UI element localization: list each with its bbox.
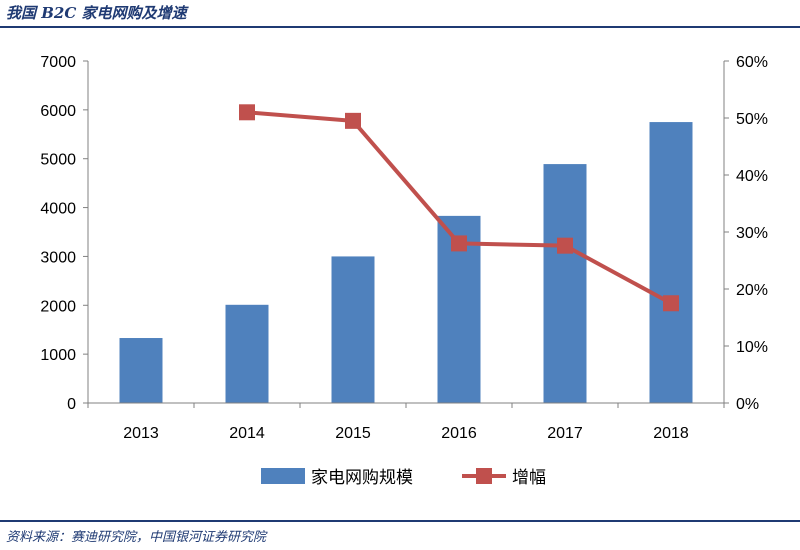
growth-marker	[345, 112, 361, 129]
source-note: 资料来源：赛迪研究院，中国银河证券研究院	[6, 530, 267, 545]
y-left-tick-label: 3000	[40, 249, 76, 266]
x-tick-label: 2016	[441, 425, 477, 442]
x-tick-label: 2018	[653, 425, 689, 442]
x-tick-label: 2014	[229, 425, 265, 442]
y-right-tick-label: 20%	[736, 282, 768, 299]
y-right-tick-label: 60%	[736, 54, 768, 71]
bar	[543, 164, 587, 403]
legend-swatch-bar	[261, 468, 305, 484]
legend-label-bar: 家电网购规模	[311, 468, 413, 488]
footer-rule	[0, 520, 800, 522]
y-left-tick-label: 1000	[40, 347, 76, 364]
y-left-tick-label: 2000	[40, 298, 76, 315]
growth-marker	[451, 235, 467, 252]
header-rule	[0, 26, 800, 28]
y-left-tick-label: 0	[67, 396, 76, 413]
y-left-tick-label: 6000	[40, 103, 76, 120]
y-right-tick-label: 30%	[736, 225, 768, 242]
legend-label-line: 增幅	[512, 468, 546, 488]
growth-marker	[663, 295, 679, 312]
x-tick-label: 2015	[335, 425, 371, 442]
bar	[225, 304, 269, 403]
legend-swatch-line	[476, 468, 492, 484]
growth-marker	[239, 104, 255, 121]
y-right-tick-label: 40%	[736, 168, 768, 185]
y-left-tick-label: 7000	[40, 54, 76, 71]
y-right-tick-label: 50%	[736, 111, 768, 128]
x-tick-label: 2013	[123, 425, 159, 442]
y-right-tick-label: 0%	[736, 396, 759, 413]
bar	[119, 338, 163, 403]
bar	[649, 122, 693, 404]
y-left-tick-label: 4000	[40, 201, 76, 218]
y-right-tick-label: 10%	[736, 339, 768, 356]
y-left-tick-label: 5000	[40, 152, 76, 169]
x-tick-label: 2017	[547, 425, 583, 442]
bar	[331, 256, 375, 403]
growth-marker	[557, 237, 573, 254]
chart-title: 我国 B2C 家电网购及增速	[6, 4, 187, 22]
